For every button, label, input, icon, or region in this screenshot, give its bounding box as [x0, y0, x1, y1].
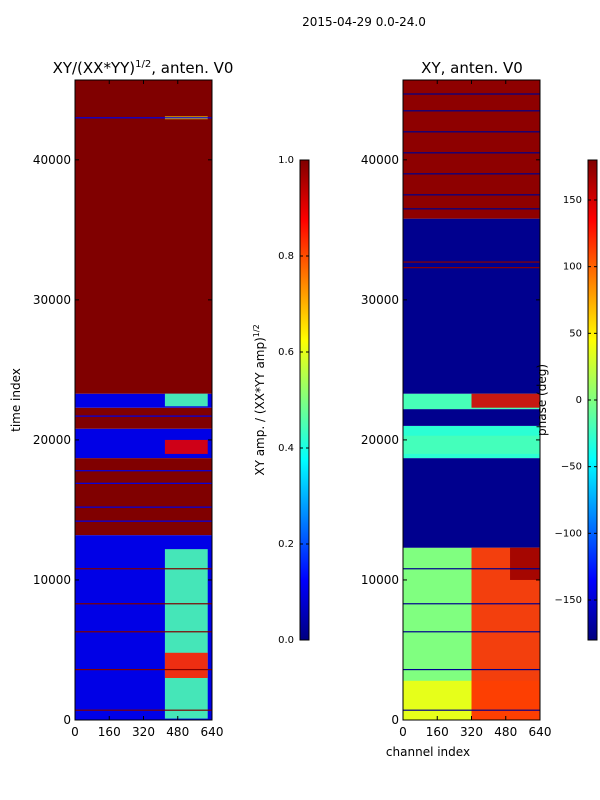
- phase-heatmap: 0 160 320 480 640 0 10000 20000 30000 40000: [361, 79, 552, 739]
- heatmap-patch: [164, 549, 208, 719]
- phase-colorbar-label: phase (deg): [535, 364, 549, 436]
- heatmap-patch: [510, 547, 540, 580]
- heatmap-row-line: [403, 110, 540, 112]
- x-tick-label: 640: [529, 725, 552, 739]
- colorbar-tick-label: 1.0: [278, 155, 294, 166]
- heatmap-row-line: [75, 668, 212, 671]
- amplitude-heatmap: 0 160 320 480 640 0 10000 20000 30000 40000: [33, 79, 224, 739]
- x-tick-label: 640: [201, 725, 224, 739]
- x-tick-label: 160: [98, 725, 121, 739]
- heatmap-band: [403, 409, 540, 426]
- heatmap-row-line: [75, 520, 212, 522]
- heatmap-band: [403, 218, 540, 394]
- heatmap-row-line: [403, 668, 540, 671]
- heatmap-row-line: [403, 603, 540, 605]
- y-tick-label: 30000: [361, 293, 399, 307]
- heatmap-row-line: [75, 709, 212, 711]
- heatmap-band: [75, 458, 212, 536]
- heatmap-patch: [164, 439, 208, 454]
- phase-panel-title: XY, anten. V0: [421, 59, 523, 77]
- colorbar-tick-label: 0.4: [278, 443, 294, 454]
- phase-x-axis-label: channel index: [386, 745, 470, 759]
- amplitude-colorbar: 0.0 0.2 0.4 0.6 0.8 1.0: [278, 155, 310, 646]
- heatmap-patch: [471, 393, 540, 408]
- amplitude-colorbar-label: XY amp. / (XX*YY amp)1/2: [252, 324, 267, 475]
- colorbar-tick-label: −100: [555, 528, 582, 539]
- heatmap-row-line: [75, 603, 212, 605]
- heatmap-row-line: [75, 631, 212, 633]
- heatmap-band: [403, 458, 540, 548]
- colorbar-tick-label: 0.2: [278, 539, 294, 550]
- y-tick-label: 30000: [33, 293, 71, 307]
- heatmap-patch: [403, 435, 540, 454]
- colorbar-tick-label: 150: [563, 195, 582, 206]
- y-tick-label: 10000: [361, 573, 399, 587]
- x-tick-label: 160: [426, 725, 449, 739]
- heatmap-row-line: [403, 631, 540, 633]
- heatmap-row-line: [75, 415, 212, 417]
- colorbar-tick-label: −50: [561, 462, 582, 473]
- heatmap-row-line: [403, 173, 540, 175]
- heatmap-row-line: [75, 482, 212, 484]
- phase-colorbar: −150 −100 −50 0 50 100 150: [555, 159, 598, 641]
- colorbar-tick-label: 0: [576, 395, 582, 406]
- x-tick-label: 0: [71, 725, 79, 739]
- x-tick-label: 0: [399, 725, 407, 739]
- y-tick-label: 20000: [33, 433, 71, 447]
- figure-suptitle: 2015-04-29 0.0-24.0: [302, 15, 426, 29]
- heatmap-band: [403, 80, 540, 219]
- amplitude-y-axis-label: time index: [9, 368, 23, 432]
- heatmap-row-line: [403, 208, 540, 210]
- x-tick-label: 480: [494, 725, 517, 739]
- heatmap-row-line: [403, 709, 540, 711]
- heatmap-patch: [164, 393, 208, 407]
- heatmap-image: [75, 80, 212, 720]
- heatmap-row-line: [403, 267, 540, 269]
- x-tick-label: 320: [460, 725, 483, 739]
- amplitude-panel: XY/(XX*YY)1/2, anten. V0 0 160 320 480 640 0 1…: [9, 59, 310, 739]
- colorbar-tick-label: 50: [569, 328, 582, 339]
- y-tick-label: 0: [63, 713, 71, 727]
- amplitude-panel-title: XY/(XX*YY)1/2, anten. V0: [53, 59, 234, 77]
- y-tick-label: 20000: [361, 433, 399, 447]
- y-tick-label: 0: [391, 713, 399, 727]
- heatmap-patch: [164, 652, 208, 678]
- heatmap-row-line: [403, 568, 540, 570]
- heatmap-band: [75, 80, 212, 394]
- colorbar-tick-label: 0.0: [278, 635, 294, 646]
- heatmap-row-line: [75, 506, 212, 508]
- x-tick-label: 480: [166, 725, 189, 739]
- heatmap-row-line: [75, 544, 212, 546]
- colorbar-gradient: [299, 159, 310, 641]
- colorbar-tick-label: −150: [555, 595, 582, 606]
- x-tick-label: 320: [132, 725, 155, 739]
- heatmap-row-line: [75, 436, 212, 438]
- colorbar-tick-label: 0.6: [278, 347, 294, 358]
- colorbar-tick-label: 0.8: [278, 251, 294, 262]
- y-tick-label: 40000: [361, 153, 399, 167]
- colorbar-tick-label: 100: [563, 262, 582, 273]
- y-tick-label: 40000: [33, 153, 71, 167]
- heatmap-row-line: [403, 152, 540, 154]
- heatmap-band: [75, 407, 212, 429]
- y-tick-label: 10000: [33, 573, 71, 587]
- heatmap-row-line: [75, 568, 212, 570]
- heatmap-row-line: [75, 470, 212, 472]
- phase-panel: XY, anten. V0 0 160 320 480 640 0 10000 20000 30…: [361, 59, 598, 759]
- heatmap-row-line: [75, 117, 212, 119]
- heatmap-row-line: [403, 93, 540, 95]
- heatmap-row-line: [403, 131, 540, 133]
- heatmap-row-line: [403, 261, 540, 263]
- heatmap-image: [403, 80, 540, 720]
- heatmap-row-line: [403, 194, 540, 196]
